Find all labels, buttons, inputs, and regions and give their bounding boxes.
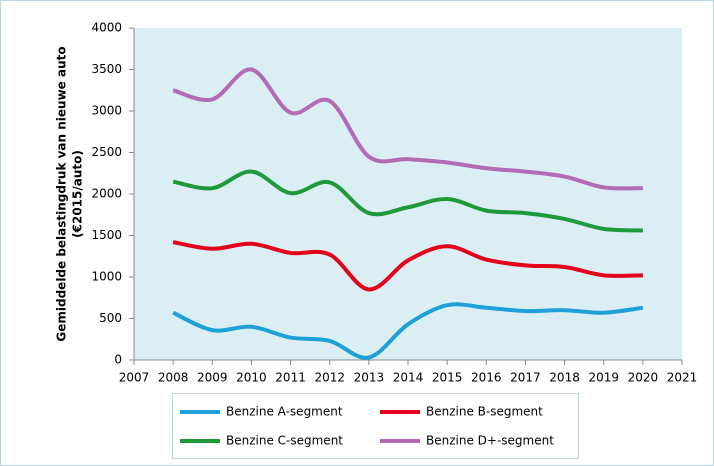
x-tick-label: 2016: [471, 371, 502, 385]
legend-box: [172, 393, 579, 459]
x-tick-label: 2021: [667, 371, 698, 385]
x-tick-label: 2012: [314, 371, 345, 385]
x-tick-label: 2014: [393, 371, 424, 385]
x-tick-label: 2018: [549, 371, 580, 385]
legend-label: Benzine A-segment: [226, 405, 343, 419]
y-tick-label: 2500: [91, 145, 122, 159]
x-tick-label: 2008: [158, 371, 189, 385]
y-tick-label: 4000: [91, 21, 122, 35]
legend-label: Benzine D+-segment: [426, 434, 554, 448]
x-tick-label: 2009: [197, 371, 228, 385]
x-tick-label: 2019: [588, 371, 619, 385]
x-tick-label: 2011: [275, 371, 306, 385]
line-series: [172, 302, 644, 360]
x-tick-label: 2010: [236, 371, 267, 385]
x-tick-label: 2017: [510, 371, 541, 385]
y-axis-label: (€2015/auto): [71, 150, 85, 238]
x-tick-label: 2020: [628, 371, 659, 385]
y-tick-label: 500: [99, 311, 122, 325]
y-tick-label: 3000: [91, 104, 122, 118]
y-tick-label: 1500: [91, 228, 122, 242]
line-series: [172, 67, 643, 191]
legend-label: Benzine C-segment: [226, 434, 343, 448]
y-tick-label: 0: [114, 353, 122, 367]
x-tick-label: 2013: [354, 371, 385, 385]
y-tick-label: 3500: [91, 62, 122, 76]
legend-label: Benzine B-segment: [426, 405, 543, 419]
y-tick-label: 2000: [91, 187, 122, 201]
plot-area: [134, 28, 682, 360]
line-series: [172, 240, 643, 292]
x-tick-label: 2007: [119, 371, 150, 385]
y-tick-label: 1000: [91, 270, 122, 284]
y-axis-label: Gemiddelde belastingdruk van nieuwe auto: [55, 46, 69, 341]
line-series: [172, 169, 643, 233]
x-tick-label: 2015: [432, 371, 463, 385]
